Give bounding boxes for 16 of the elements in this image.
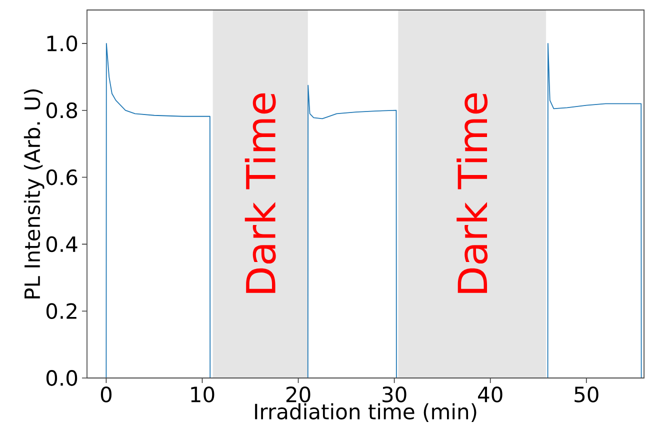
y-tick-label: 0.4: [46, 236, 78, 252]
y-axis-title: PL Intensity (Arb. U): [24, 89, 44, 298]
x-tick-label: 40: [478, 386, 502, 402]
x-tick-label: 0: [100, 386, 112, 402]
y-tick-label: 0.6: [46, 169, 78, 186]
x-axis-title: Irradiation time (min): [255, 403, 476, 422]
y-tick-label: 0.8: [46, 102, 78, 118]
x-tick-label: 20: [286, 386, 310, 402]
band-label: Dark Time: [456, 93, 488, 293]
x-tick-label: 10: [191, 386, 214, 402]
x-tick-label: 50: [574, 386, 598, 402]
band-label: Dark Time: [244, 93, 276, 293]
y-tick-label: 0.2: [46, 303, 76, 320]
y-tick-label: 1.0: [47, 36, 78, 52]
y-tick-label: 0.0: [46, 370, 78, 386]
x-tick-label: 30: [382, 386, 406, 402]
